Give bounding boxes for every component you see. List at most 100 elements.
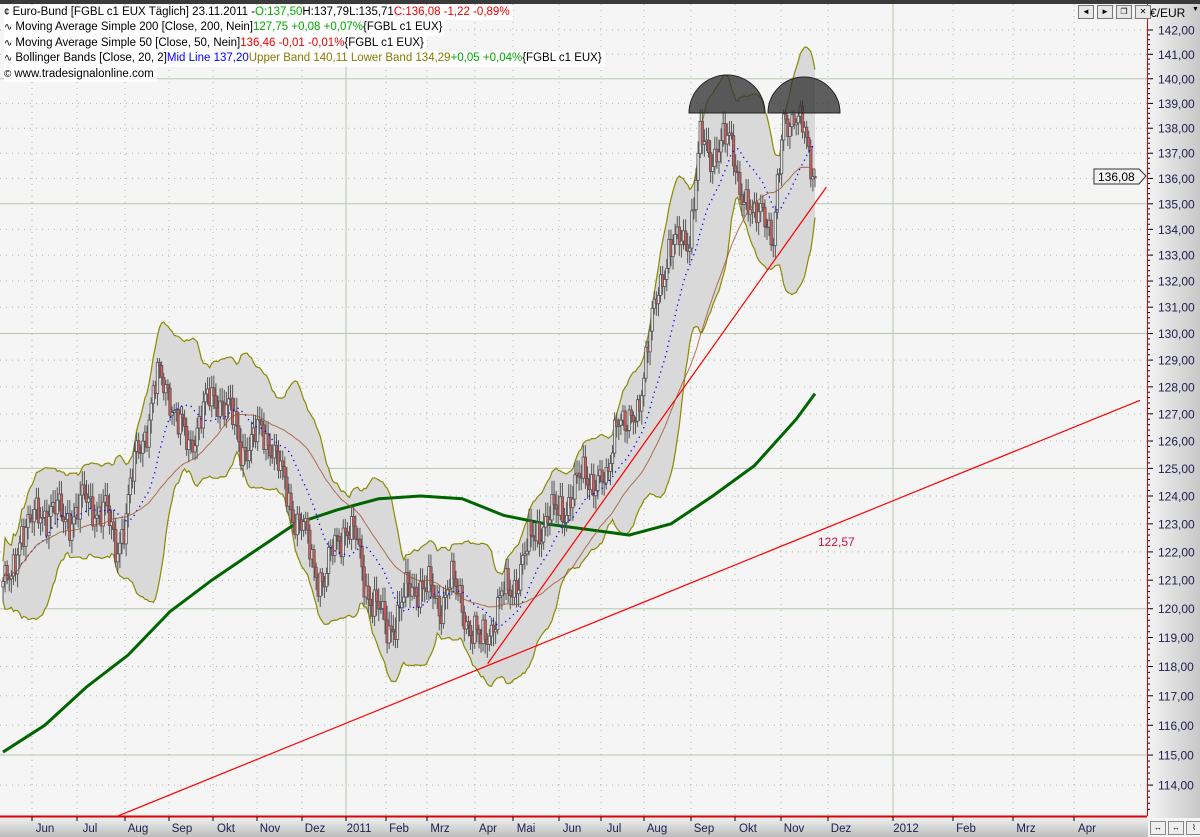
trendline[interactable] [116,399,1141,817]
candle [333,528,337,563]
candle [571,485,575,521]
candle [118,531,122,569]
candle-body [483,619,487,641]
candle-body [187,439,191,450]
candle [114,517,118,568]
restore-icon[interactable]: ❐ [1116,5,1132,19]
x-tick-label: Jun [36,823,55,835]
top-marker-semicircle[interactable] [688,74,766,114]
dropdown-arrow-icon[interactable]: ▼ [1192,6,1199,13]
candle-body [554,504,558,510]
candle [82,471,87,500]
candle-body [337,536,341,542]
candle [725,123,729,157]
candle-body [285,476,289,507]
legend-bb[interactable]: ∿ Bollinger Bands [Close, 20, 2] Mid Line… [4,51,605,67]
legend-source[interactable]: © www.tradesignalonline.com [4,66,157,83]
x-tick-label: Jul [83,823,98,835]
x-axis-panel[interactable] [0,817,1148,837]
candle-body [633,420,638,423]
candle [151,380,155,414]
y-tick-label: 132,00 [1158,275,1195,289]
candle-body [256,419,260,443]
zoom-both-icon[interactable]: ↔ [1168,821,1184,835]
candle-body [128,477,132,495]
candle-body [780,139,784,175]
candle [220,388,224,416]
candle [141,433,145,467]
candle [629,405,633,424]
scroll-both-icon[interactable]: ↔ [1150,821,1166,835]
candle-body [220,400,224,404]
candle-body [663,279,667,287]
candle [683,219,688,252]
arrow-left-icon[interactable]: ◄ [1078,5,1094,19]
candle [809,139,813,188]
candle [281,450,285,480]
trendline[interactable] [487,186,827,664]
arrow-right-icon[interactable]: ► [1097,5,1113,19]
candle-body [519,564,523,591]
candle-body [260,420,264,426]
candle [72,503,76,538]
x-tick-label: 2012 [893,823,919,835]
chart-type-icon[interactable]: ⌇ [1186,821,1200,835]
candle-body [301,521,306,531]
candle [731,123,736,177]
candle [36,487,41,529]
currency-unit[interactable]: €/EUR [1150,6,1186,20]
candle-body [448,587,452,591]
source-link[interactable]: www.tradesignalonline.com [14,67,154,80]
candle-body [258,419,262,422]
candle-body [391,629,395,633]
candle-body [711,166,715,172]
candle [792,110,796,130]
candle-body [55,499,59,515]
legend-ma50[interactable]: ∿ Moving Average Simple 50 [Close, 50, Ne… [4,35,427,52]
candle [700,109,704,155]
candle [805,120,809,150]
candle-body [508,589,512,596]
candle-body [151,385,155,404]
legend-close: C:136,08 -1,22 -0,89% [393,6,510,18]
candle [491,617,496,647]
candle [552,480,556,516]
candle-body [402,596,406,603]
candle [506,558,510,603]
last-price-tag-shape [1093,168,1147,185]
candle-body [548,519,552,524]
candle [86,484,91,517]
y-axis-panel[interactable] [1147,4,1200,818]
x-tick-label: Nov [784,823,805,835]
candle-body [149,402,153,421]
y-tick-label: 125,00 [1158,462,1195,476]
candle [642,372,646,407]
candle-body [404,572,408,598]
candle-body [193,445,197,453]
candle [688,236,692,264]
candle [212,375,216,410]
candle-body [466,621,471,626]
candle-body [514,580,519,595]
candle-body [224,404,228,420]
top-marker-semicircle[interactable] [767,76,841,114]
candle-body [137,440,141,453]
candle [631,411,635,435]
candle [260,408,264,437]
x-tick-label: Dez [305,823,326,835]
candle-body [477,629,481,635]
candle-body [560,496,565,523]
x-tick-label: Apr [1078,823,1096,835]
candle-body [516,589,521,595]
close-icon[interactable]: ✕ [1135,5,1151,19]
candle-body [101,501,105,527]
candle [694,168,698,223]
candle [673,223,677,255]
candle-body [692,209,696,212]
x-tick-label: Nov [260,823,281,835]
legend-ma200[interactable]: ∿ Moving Average Simple 200 [Close, 200, … [4,20,446,36]
candle-body [226,398,231,406]
y-tick-label: 142,00 [1158,24,1195,38]
legend-main[interactable]: ¢ Euro-Bund [FGBL c1 EUX Täglich] 23.11.2… [4,5,513,21]
